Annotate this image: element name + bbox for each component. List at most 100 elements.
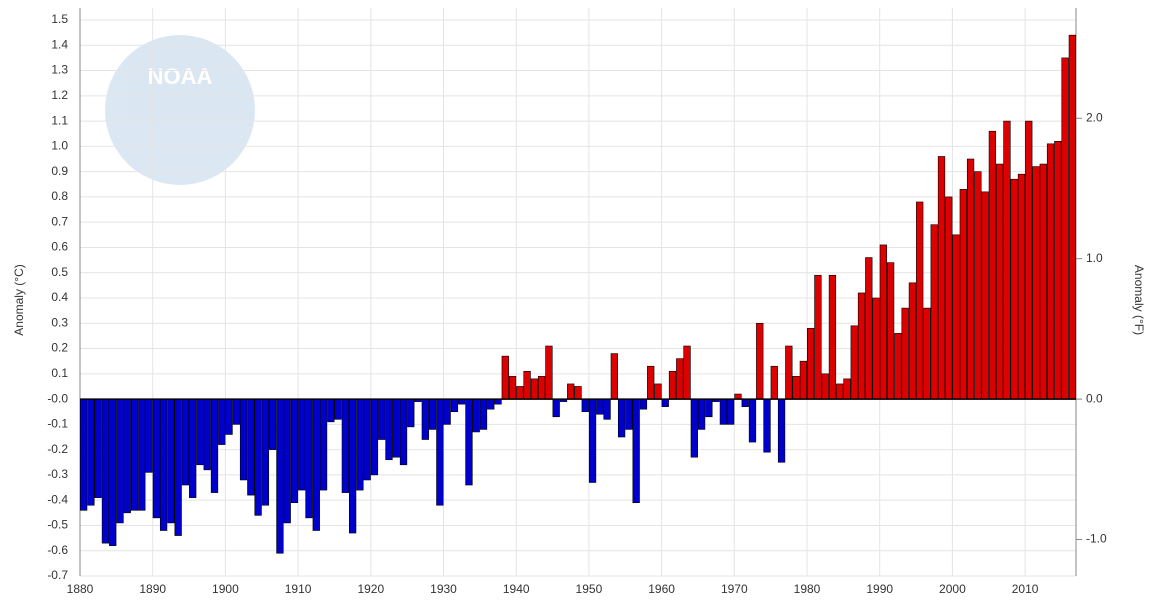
y-axis-label: Anomaly (°C) bbox=[12, 264, 26, 335]
bar bbox=[654, 383, 662, 400]
y-tick-label: 0.6 bbox=[51, 240, 68, 254]
x-tick-label: 1980 bbox=[794, 582, 821, 596]
bar bbox=[1054, 141, 1062, 400]
y-tick-label: 1.3 bbox=[51, 63, 68, 77]
bar bbox=[443, 398, 451, 425]
bar bbox=[574, 386, 582, 400]
bar bbox=[756, 322, 764, 400]
bar bbox=[1017, 173, 1026, 400]
bar bbox=[341, 398, 349, 493]
x-tick-label: 1930 bbox=[430, 582, 457, 596]
bar bbox=[1039, 163, 1047, 400]
bar bbox=[283, 398, 291, 524]
bar bbox=[676, 358, 684, 400]
bar bbox=[298, 398, 306, 491]
y2-tick-label: 1.0 bbox=[1086, 251, 1103, 265]
bar bbox=[1068, 34, 1076, 400]
bar bbox=[937, 156, 946, 400]
bar bbox=[588, 398, 597, 483]
bar bbox=[458, 398, 466, 405]
bar bbox=[378, 398, 386, 440]
bar bbox=[552, 398, 560, 418]
bar bbox=[879, 244, 887, 400]
x-tick-label: 1900 bbox=[212, 582, 239, 596]
bar bbox=[974, 171, 982, 400]
y2-tick-label: -1.0 bbox=[1086, 532, 1107, 546]
bar bbox=[356, 398, 364, 491]
y-tick-label: 1.2 bbox=[51, 88, 68, 102]
y-tick-label: 1.5 bbox=[51, 12, 68, 26]
bar bbox=[94, 398, 102, 498]
bar bbox=[370, 398, 379, 476]
x-tick-label: 1960 bbox=[648, 582, 675, 596]
bar bbox=[312, 398, 320, 531]
bar bbox=[799, 360, 808, 400]
x-tick-label: 1970 bbox=[721, 582, 748, 596]
x-tick-label: 1990 bbox=[866, 582, 893, 596]
y-tick-label: 0.7 bbox=[51, 214, 68, 228]
bar bbox=[763, 398, 771, 453]
y-tick-label: -0.2 bbox=[47, 442, 68, 456]
logo: NOAA bbox=[105, 35, 255, 185]
bar bbox=[996, 163, 1004, 400]
bar bbox=[138, 398, 146, 511]
bar bbox=[1025, 120, 1033, 400]
bar bbox=[632, 398, 640, 504]
bar bbox=[218, 398, 226, 445]
bar bbox=[196, 398, 204, 466]
bar bbox=[181, 398, 190, 486]
bar bbox=[886, 262, 895, 400]
bar bbox=[334, 398, 342, 420]
bar bbox=[959, 189, 967, 400]
bar bbox=[1003, 120, 1011, 400]
bar bbox=[363, 398, 371, 481]
bar bbox=[1046, 143, 1055, 400]
bar bbox=[399, 398, 408, 466]
bar bbox=[508, 376, 517, 400]
bar bbox=[123, 398, 131, 514]
bar bbox=[348, 398, 357, 534]
bar bbox=[952, 234, 960, 400]
bar bbox=[785, 345, 793, 400]
bar bbox=[741, 398, 749, 407]
bar bbox=[610, 353, 618, 400]
bar bbox=[872, 297, 880, 400]
bar bbox=[174, 398, 182, 536]
y-tick-label: 1.1 bbox=[51, 113, 68, 127]
bar bbox=[814, 274, 822, 400]
bar bbox=[545, 345, 553, 400]
bar bbox=[385, 398, 393, 461]
bar bbox=[836, 383, 844, 400]
bar bbox=[428, 398, 437, 430]
y-tick-label: 0.3 bbox=[51, 315, 68, 329]
y2-axis-label: Anomaly (°F) bbox=[1132, 265, 1146, 335]
bar bbox=[487, 398, 495, 410]
bar bbox=[290, 398, 299, 504]
bar bbox=[465, 398, 473, 486]
bar bbox=[748, 398, 757, 443]
bar bbox=[392, 398, 400, 458]
bar bbox=[436, 398, 444, 506]
bar bbox=[668, 370, 677, 400]
x-tick-label: 1910 bbox=[285, 582, 312, 596]
bar bbox=[269, 398, 277, 450]
y2-tick-label: 2.0 bbox=[1086, 110, 1103, 124]
y-tick-label: 0.4 bbox=[51, 290, 68, 304]
y-tick-label: 0.9 bbox=[51, 164, 68, 178]
bar bbox=[516, 386, 524, 400]
bar bbox=[850, 325, 858, 400]
bar bbox=[189, 398, 197, 498]
bar bbox=[617, 398, 626, 438]
y-tick-label: -0.1 bbox=[47, 417, 68, 431]
y-tick-label: 0.5 bbox=[51, 265, 68, 279]
y-tick-label: 0.2 bbox=[51, 341, 68, 355]
logo-text: NOAA bbox=[148, 64, 213, 89]
bar bbox=[421, 398, 429, 440]
x-tick-label: 1920 bbox=[357, 582, 384, 596]
bar bbox=[777, 398, 786, 463]
bar bbox=[683, 345, 691, 400]
bar bbox=[494, 398, 502, 405]
bar bbox=[407, 398, 415, 428]
bar bbox=[276, 398, 284, 554]
